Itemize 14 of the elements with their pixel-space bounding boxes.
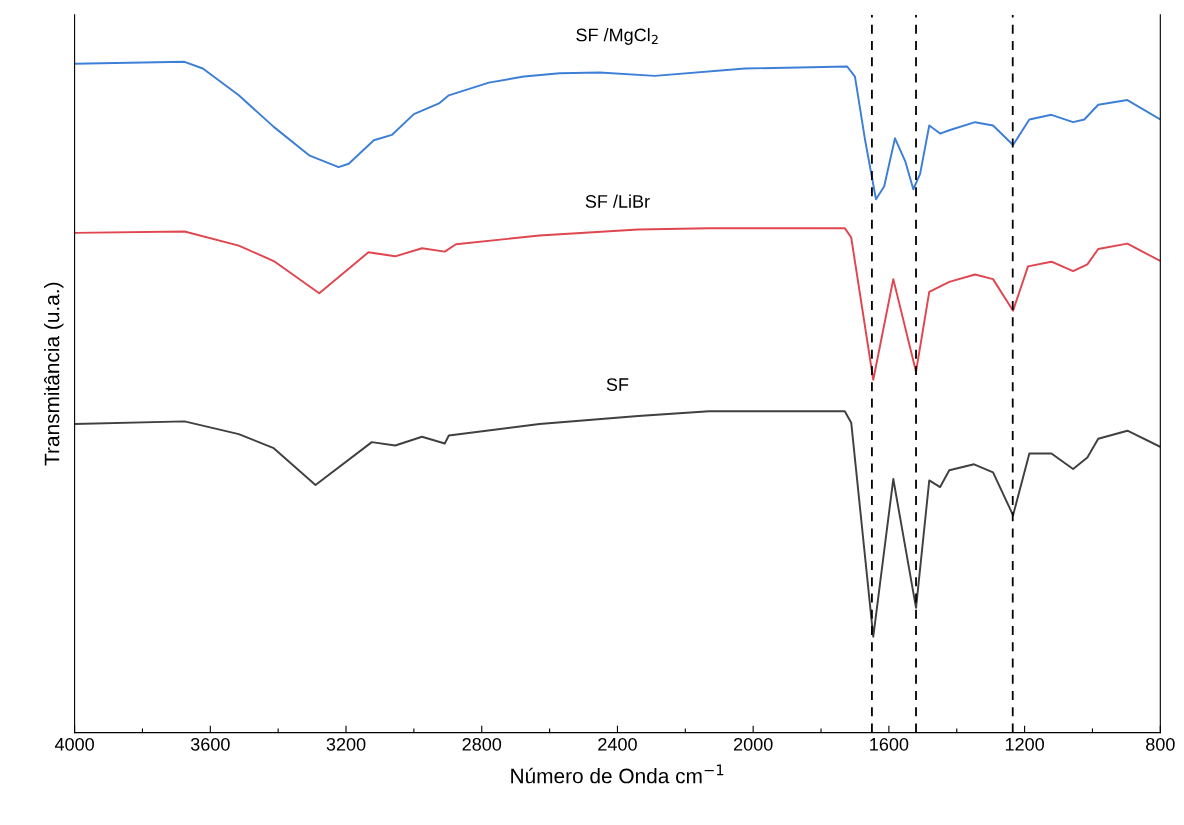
x-tick-label: 3600 [190, 737, 230, 751]
series-label: SF /MgCl$_{2}$ [576, 28, 658, 45]
x-tick-label: 2000 [734, 737, 773, 751]
x-tick-label: 2400 [598, 737, 637, 751]
x-tick-label: 4000 [54, 737, 94, 751]
y-axis-title: Transmitância (u.a.) [43, 282, 64, 466]
x-tick-label: 3200 [326, 737, 366, 751]
x-tick-label: 1200 [1005, 737, 1044, 751]
x-tick-label: 800 [1146, 737, 1175, 751]
x-tick-label: 2800 [462, 737, 502, 751]
x-axis-title: Número de Onda cm$^{−1}$ [511, 764, 724, 784]
series-label: SF /LiBr [585, 194, 650, 208]
series-label: SF [606, 378, 629, 391]
x-tick-label: 1600 [870, 737, 909, 751]
